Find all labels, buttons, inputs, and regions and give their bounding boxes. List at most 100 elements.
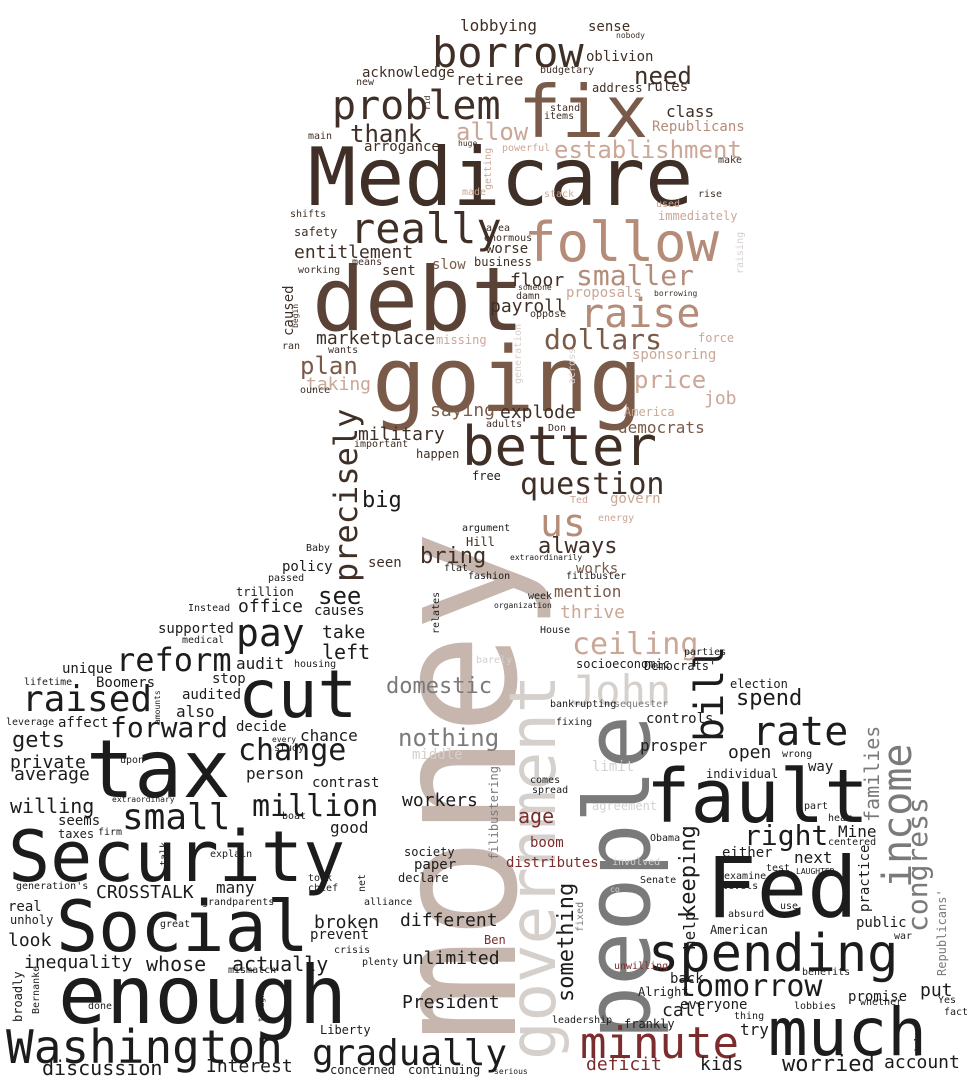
word-wants: wants — [328, 345, 359, 356]
word-prosper: prosper — [640, 736, 708, 755]
word-policy: policy — [282, 559, 333, 575]
word-account: account — [884, 1052, 960, 1073]
word-society: society — [404, 845, 455, 859]
word-whole: whole — [913, 1031, 922, 1056]
word-firm: firm — [98, 827, 123, 838]
word-audited: audited — [182, 687, 242, 703]
word-enormous: enormous — [484, 233, 533, 244]
word-congress: congress — [901, 797, 934, 932]
word-yes: Yes — [938, 995, 957, 1006]
word-stack: stack — [544, 189, 575, 200]
word-fixing: fixing — [556, 717, 593, 728]
word-energy: energy — [598, 513, 635, 524]
word-baby: Baby — [306, 543, 331, 554]
word-tax: tax — [86, 723, 231, 816]
word-president: President — [402, 992, 500, 1013]
word-job: job — [704, 388, 737, 409]
word-upon: upon — [120, 755, 145, 766]
word-decide: decide — [236, 719, 287, 735]
word-right: right — [744, 819, 829, 852]
word-lobbying: lobbying — [460, 16, 538, 35]
word-means: means — [352, 257, 383, 268]
word-force: force — [698, 331, 735, 345]
word-american: American — [710, 923, 768, 937]
word-explain: explain — [210, 849, 253, 860]
word-mine: Mine — [838, 822, 877, 841]
word-items: items — [544, 111, 575, 122]
word-mention: mention — [554, 582, 622, 601]
word-fact: fact — [944, 1007, 969, 1018]
word-barely: barely — [476, 655, 513, 666]
word-class: class — [666, 102, 715, 121]
word-plan: plan — [300, 352, 358, 380]
word-govern: govern — [610, 491, 661, 507]
word-payroll: payroll — [490, 296, 566, 317]
word-raising: raising — [735, 231, 746, 274]
word-talk: talk — [159, 841, 170, 866]
word-nobody: nobody — [616, 31, 645, 40]
word-business: business — [474, 255, 532, 269]
word-war: war — [894, 931, 913, 942]
word-broadly: broadly — [11, 971, 25, 1022]
word-forward: forward — [110, 711, 229, 744]
word-rise: rise — [698, 189, 723, 200]
word-public: public — [856, 915, 907, 931]
word-area: area — [486, 223, 511, 234]
word-dollars: dollars — [544, 323, 663, 356]
word-flat: flat — [444, 563, 469, 574]
word-main: main — [308, 131, 333, 142]
word-week: week — [528, 591, 553, 602]
word-unholy: unholy — [10, 913, 54, 927]
word-help: help — [680, 911, 699, 950]
word-office: office — [238, 596, 304, 617]
word-housing: housing — [294, 659, 337, 670]
word-tomorrow: tomorrow — [678, 969, 823, 1004]
word-private: private — [10, 752, 86, 773]
word-immediately: immediately — [658, 209, 738, 223]
word-examine: examine — [724, 871, 767, 882]
word-free: free — [472, 469, 501, 483]
word-john: John — [570, 666, 672, 715]
word-happen: happen — [416, 447, 460, 461]
word-willing: willing — [10, 794, 95, 818]
word-individual: individual — [706, 767, 779, 781]
word-argument: argument — [462, 523, 511, 534]
word-establishment: establishment — [554, 136, 742, 164]
word-middle: middle — [412, 747, 463, 763]
word-really: really — [350, 204, 502, 253]
word-back: back — [670, 971, 704, 987]
word-safety: safety — [294, 225, 338, 239]
word-open: open — [728, 742, 772, 763]
word-acknowledge: acknowledge — [362, 65, 455, 81]
word-republicans-possessive: Republicans' — [935, 889, 949, 976]
word-broken: broken — [314, 912, 380, 933]
word-change: change — [238, 733, 347, 768]
word-smaller: smaller — [576, 259, 695, 292]
word-washington: Washington — [6, 1020, 283, 1074]
word-across: across — [567, 347, 578, 384]
word-plenty: plenty — [362, 957, 399, 968]
word-medicare: Medicare — [308, 131, 694, 224]
word-bankrupting: bankrupting — [550, 699, 617, 710]
word-social: Social — [56, 886, 309, 968]
word-fed: Fed — [706, 839, 858, 937]
word-important: important — [354, 439, 409, 450]
word-good: good — [330, 818, 369, 837]
word-alliance: alliance — [364, 897, 413, 908]
word-limit: limit — [592, 759, 635, 775]
word-comes: comes — [530, 775, 561, 786]
word-house: House — [540, 625, 571, 636]
word-chief: chief — [308, 883, 339, 894]
word-reform: reform — [116, 641, 232, 679]
word-ounce: ounce — [300, 385, 331, 396]
word-passed: passed — [268, 573, 305, 584]
word-workers: workers — [402, 790, 478, 811]
word-spread: spread — [532, 785, 569, 796]
word-promise: promise — [848, 989, 908, 1005]
word-pay: pay — [236, 611, 305, 655]
word-kids: kids — [700, 1054, 744, 1075]
word-generations: generation's — [16, 881, 89, 892]
word-problem: problem — [332, 83, 501, 129]
word-don: Don — [548, 423, 567, 434]
